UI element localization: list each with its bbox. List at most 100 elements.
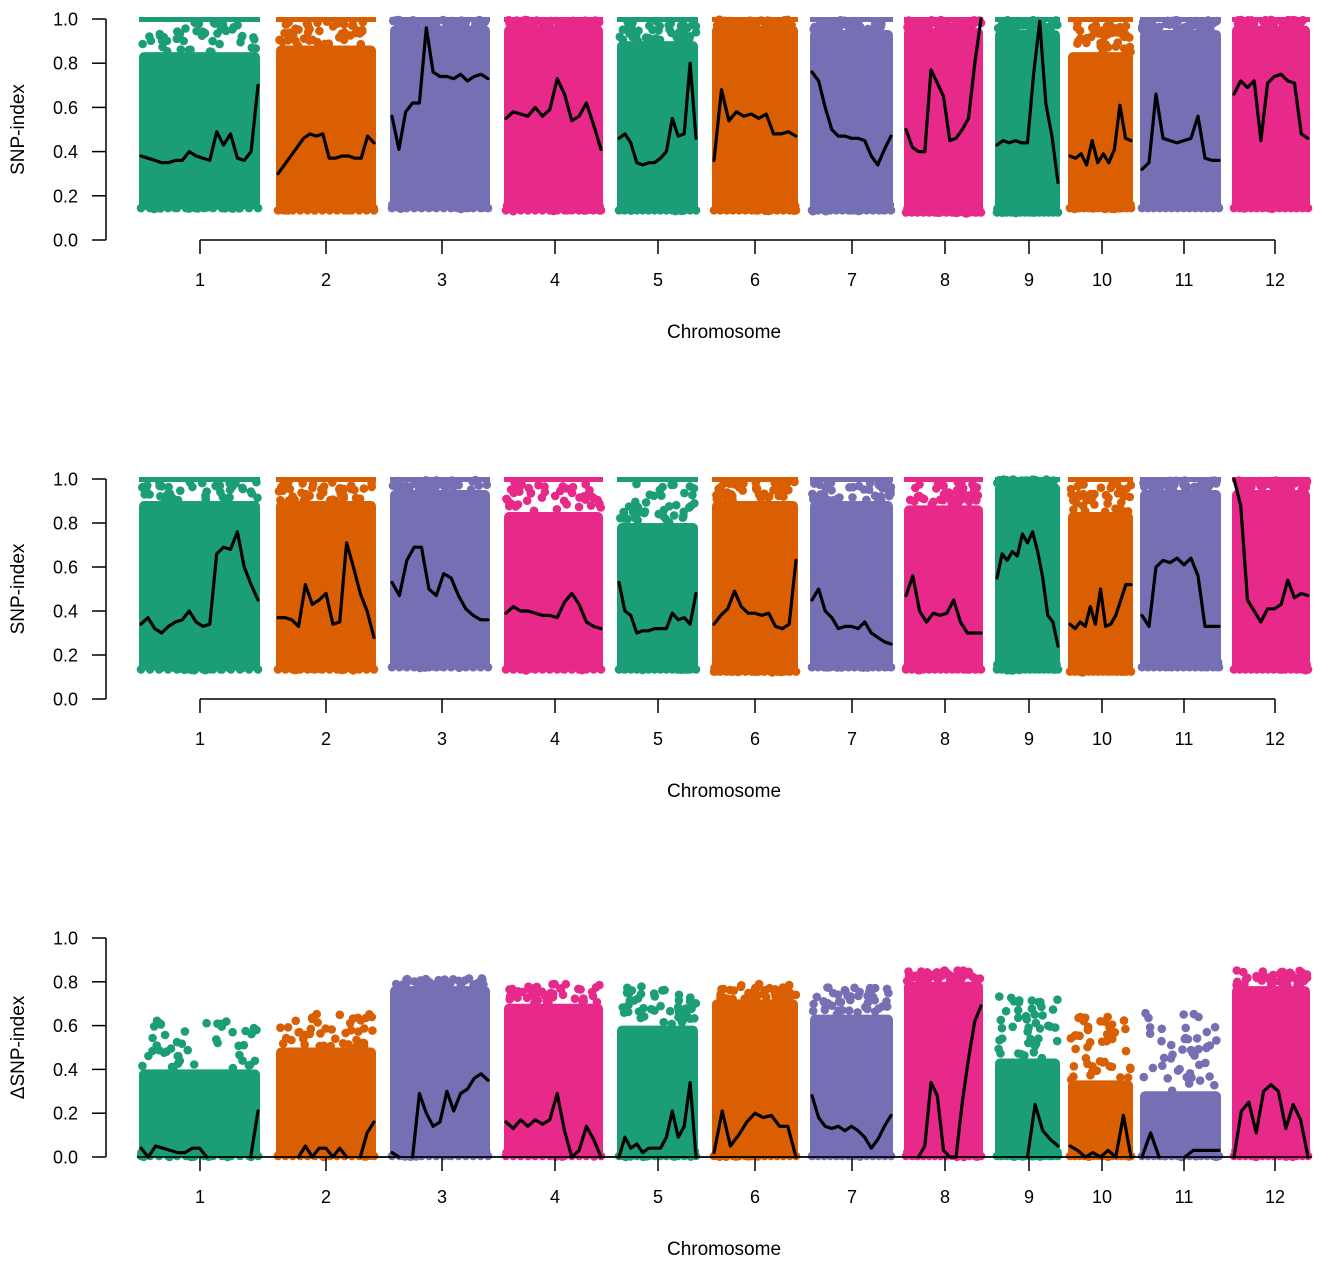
chromosome-4-points bbox=[501, 15, 606, 216]
x-tick-label: 11 bbox=[1175, 270, 1194, 290]
snp-point bbox=[728, 495, 737, 505]
snp-point bbox=[347, 1151, 357, 1161]
snp-point bbox=[885, 487, 895, 496]
snp-point bbox=[395, 662, 404, 672]
snp-point bbox=[874, 662, 884, 672]
snp-point bbox=[216, 487, 225, 497]
snp-point bbox=[476, 1151, 485, 1161]
snp-point bbox=[994, 1044, 1003, 1054]
snp-point bbox=[160, 1030, 170, 1040]
snp-point-cluster bbox=[617, 523, 698, 671]
snp-point bbox=[295, 665, 305, 674]
snp-point bbox=[844, 1006, 854, 1015]
snp-point bbox=[1196, 662, 1206, 672]
snp-point bbox=[823, 983, 832, 992]
snp-point bbox=[180, 1027, 190, 1036]
snp-point bbox=[509, 665, 518, 674]
snp-point bbox=[1086, 493, 1096, 503]
snp-point bbox=[409, 662, 419, 672]
snp-point bbox=[843, 991, 852, 1001]
snp-point bbox=[1116, 1073, 1125, 1082]
snp-point bbox=[501, 206, 511, 215]
snp-point bbox=[241, 1026, 250, 1036]
chromosome-4-points bbox=[501, 477, 606, 675]
snp-point bbox=[1043, 1021, 1053, 1031]
snp-point bbox=[785, 206, 794, 215]
snp-point bbox=[644, 1151, 653, 1161]
chromosome-10-smoothed-line bbox=[1068, 103, 1133, 167]
snp-point bbox=[596, 206, 606, 215]
snp-point bbox=[1173, 1151, 1182, 1161]
chromosome-4-smoothed-line bbox=[504, 1091, 603, 1159]
snp-point bbox=[136, 203, 146, 213]
snp-points-at-one bbox=[139, 17, 260, 22]
snp-point-cluster bbox=[276, 501, 376, 671]
snp-points-at-one bbox=[390, 17, 490, 22]
snp-point bbox=[283, 1023, 293, 1032]
x-tick-label: 8 bbox=[940, 270, 950, 290]
snp-point bbox=[1258, 967, 1268, 976]
snp-point bbox=[1008, 1022, 1017, 1032]
snp-point bbox=[207, 47, 216, 57]
snp-point bbox=[552, 206, 562, 215]
snp-points-at-one bbox=[995, 17, 1060, 22]
snp-point bbox=[1285, 485, 1294, 495]
snp-point bbox=[728, 206, 738, 215]
snp-point bbox=[181, 24, 190, 33]
snp-point bbox=[235, 665, 245, 674]
snp-points-at-one bbox=[1068, 17, 1133, 22]
snp-point bbox=[1091, 21, 1101, 30]
snp-point bbox=[545, 206, 555, 215]
snp-point bbox=[814, 496, 823, 506]
snp-point-cluster bbox=[276, 1047, 376, 1157]
snp-point bbox=[217, 665, 227, 674]
snp-point bbox=[1040, 22, 1049, 32]
snp-point-cluster bbox=[810, 1014, 893, 1157]
snp-point bbox=[626, 665, 636, 674]
snp-point bbox=[582, 1151, 591, 1161]
snp-points-at-one bbox=[139, 477, 260, 482]
snp-point bbox=[686, 501, 696, 511]
snp-point bbox=[325, 665, 335, 674]
snp-point bbox=[709, 667, 719, 676]
snp-point bbox=[402, 203, 412, 213]
snp-point bbox=[357, 25, 367, 35]
snp-point bbox=[760, 206, 769, 215]
snp-point bbox=[545, 1151, 555, 1161]
snp-point bbox=[136, 1151, 146, 1161]
x-tick-label: 6 bbox=[750, 1187, 760, 1207]
x-tick-label: 4 bbox=[550, 729, 560, 749]
snp-point bbox=[138, 39, 147, 49]
snp-point bbox=[348, 1014, 358, 1023]
snp-point bbox=[838, 662, 847, 672]
snp-point bbox=[516, 665, 525, 674]
snp-point bbox=[140, 490, 149, 499]
snp-point bbox=[665, 25, 674, 34]
chromosome-12-points bbox=[1229, 966, 1313, 1162]
snp-point-cluster bbox=[1232, 25, 1310, 210]
y-tick-label: 0.2 bbox=[53, 1104, 78, 1124]
snp-point bbox=[813, 1151, 823, 1161]
snp-point bbox=[1141, 1008, 1150, 1018]
snp-point bbox=[734, 667, 744, 676]
snp-point bbox=[1145, 1029, 1155, 1038]
snp-point bbox=[679, 206, 689, 215]
snp-point bbox=[461, 662, 471, 672]
snp-point bbox=[1208, 662, 1218, 672]
x-tick-label: 10 bbox=[1092, 270, 1112, 290]
snp-point bbox=[870, 491, 880, 501]
snp-point bbox=[208, 665, 218, 674]
snp-point bbox=[848, 493, 857, 502]
panel-delta-snp-index: 0.00.20.40.60.81.0 1 2 3 4 5 6 7 8 9 10 11 12 ΔSNP-… bbox=[8, 929, 1313, 1260]
snp-point bbox=[1145, 1023, 1155, 1032]
x-axis-label: Chromosome bbox=[667, 1239, 781, 1260]
snp-point bbox=[874, 1151, 884, 1161]
snp-point bbox=[833, 990, 843, 999]
snp-point bbox=[679, 665, 689, 674]
snp-point bbox=[779, 667, 788, 676]
snp-point bbox=[719, 993, 729, 1003]
snp-point bbox=[578, 997, 587, 1006]
snp-point bbox=[677, 1018, 687, 1027]
snp-point bbox=[138, 1061, 147, 1071]
snp-point bbox=[1071, 1044, 1080, 1054]
